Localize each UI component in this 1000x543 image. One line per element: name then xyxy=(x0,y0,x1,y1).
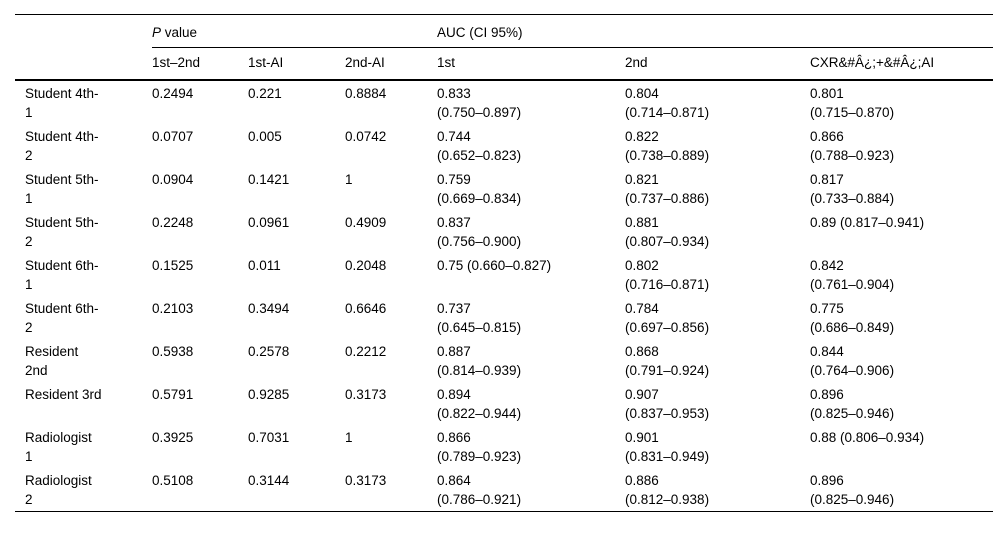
p-value-label-rest: value xyxy=(161,24,198,40)
cell: 0.887 (0.814–0.939) xyxy=(437,344,522,378)
cell: 0.3494 xyxy=(248,301,290,316)
cell: 0.784 (0.697–0.856) xyxy=(625,301,710,335)
cell: 0.2578 xyxy=(248,344,290,359)
cell: 0.1525 xyxy=(152,258,194,273)
cell: 0.907 (0.837–0.953) xyxy=(625,387,710,421)
table-row: Student 5th- 2 0.2248 0.0961 0.4909 0.83… xyxy=(15,210,993,253)
cell: 0.005 xyxy=(248,129,282,144)
cell: 0.896 (0.825–0.946) xyxy=(810,387,895,421)
cell: 0.5108 xyxy=(152,473,194,488)
cell: 0.5791 xyxy=(152,387,194,402)
cell: 0.817 (0.733–0.884) xyxy=(810,172,895,206)
table-row: Student 6th- 2 0.2103 0.3494 0.6646 0.73… xyxy=(15,296,993,339)
cell: 1 xyxy=(345,172,353,187)
cell: 0.864 (0.786–0.921) xyxy=(437,473,522,507)
results-table: P value AUC (CI 95%) 1st–2nd 1st-AI 2nd-… xyxy=(15,14,994,512)
cell: 0.801 (0.715–0.870) xyxy=(810,86,895,120)
cell: 0.804 (0.714–0.871) xyxy=(625,86,710,120)
row-label: Student 6th- 2 xyxy=(25,301,99,335)
col-header-1st-2nd: 1st–2nd xyxy=(152,47,248,81)
column-header-row: 1st–2nd 1st-AI 2nd-AI 1st 2nd CXR&#Â¿;+&… xyxy=(15,47,994,81)
row-label: Student 4th- 2 xyxy=(25,129,99,163)
cell: 0.1421 xyxy=(248,172,290,187)
row-label: Resident 3rd xyxy=(25,387,102,402)
cell: 0.7031 xyxy=(248,430,290,445)
col-header-auc-cxr-ai: CXR&#Â¿;+&#Â¿;AI xyxy=(810,47,994,81)
row-label: Student 4th- 1 xyxy=(25,86,99,120)
col-header-auc-2nd: 2nd xyxy=(625,47,810,81)
col-header-1st-ai: 1st-AI xyxy=(248,47,345,81)
cell: 0.221 xyxy=(248,86,282,101)
cell: 0.775 (0.686–0.849) xyxy=(810,301,895,335)
cell: 0.837 (0.756–0.900) xyxy=(437,215,522,249)
cell: 0.3925 xyxy=(152,430,194,445)
col-header-auc-1st: 1st xyxy=(437,47,625,81)
cell: 0.0904 xyxy=(152,172,194,187)
cell: 0.3173 xyxy=(345,387,387,402)
cell: 0.0961 xyxy=(248,215,290,230)
cell: 0.802 (0.716–0.871) xyxy=(625,258,710,292)
cell: 0.886 (0.812–0.938) xyxy=(625,473,710,507)
cell: 0.3173 xyxy=(345,473,387,488)
p-value-spanner: P value xyxy=(152,14,437,48)
table-row: Radiologist 1 0.3925 0.7031 1 0.866 (0.7… xyxy=(15,425,993,468)
cell: 0.737 (0.645–0.815) xyxy=(437,301,522,335)
table-row: Student 6th- 1 0.1525 0.011 0.2048 0.75 … xyxy=(15,253,993,296)
cell: 0.2212 xyxy=(345,344,387,359)
row-label: Student 5th- 2 xyxy=(25,215,99,249)
table-row: Resident 3rd 0.5791 0.9285 0.3173 0.894 … xyxy=(15,382,993,425)
cell: 0.2248 xyxy=(152,215,194,230)
cell: 0.9285 xyxy=(248,387,290,402)
cell: 0.901 (0.831–0.949) xyxy=(625,430,710,464)
cell: 0.866 (0.788–0.923) xyxy=(810,129,895,163)
cell: 0.4909 xyxy=(345,215,387,230)
cell: 0.8884 xyxy=(345,86,387,101)
row-label: Student 5th- 1 xyxy=(25,172,99,206)
cell: 0.75 (0.660–0.827) xyxy=(437,258,552,273)
cell: 0.0707 xyxy=(152,129,194,144)
cell: 0.88 (0.806–0.934) xyxy=(810,430,925,445)
stub-header-blank-2 xyxy=(15,47,152,81)
cell: 0.822 (0.738–0.889) xyxy=(625,129,710,163)
row-label: Resident 2nd xyxy=(25,344,79,378)
cell: 1 xyxy=(345,430,353,445)
cell: 0.868 (0.791–0.924) xyxy=(625,344,710,378)
cell: 0.821 (0.737–0.886) xyxy=(625,172,710,206)
cell: 0.759 (0.669–0.834) xyxy=(437,172,522,206)
cell: 0.011 xyxy=(248,258,281,273)
row-label: Student 6th- 1 xyxy=(25,258,99,292)
spanner-header-row: P value AUC (CI 95%) xyxy=(15,14,994,48)
cell: 0.744 (0.652–0.823) xyxy=(437,129,522,163)
cell: 0.6646 xyxy=(345,301,387,316)
cell: 0.2048 xyxy=(345,258,387,273)
cell: 0.0742 xyxy=(345,129,387,144)
row-label: Radiologist 2 xyxy=(25,473,92,507)
cell: 0.844 (0.764–0.906) xyxy=(810,344,895,378)
auc-spanner: AUC (CI 95%) xyxy=(437,14,994,48)
cell: 0.896 (0.825–0.946) xyxy=(810,473,895,507)
cell: 0.833 (0.750–0.897) xyxy=(437,86,522,120)
cell: 0.2494 xyxy=(152,86,194,101)
cell: 0.5938 xyxy=(152,344,194,359)
cell: 0.2103 xyxy=(152,301,194,316)
cell: 0.89 (0.817–0.941) xyxy=(810,215,925,230)
cell: 0.866 (0.789–0.923) xyxy=(437,430,522,464)
p-value-label-italic: P xyxy=(152,24,162,40)
cell: 0.842 (0.761–0.904) xyxy=(810,258,895,292)
cell: 0.881 (0.807–0.934) xyxy=(625,215,710,249)
row-label: Radiologist 1 xyxy=(25,430,92,464)
table-row: Student 5th- 1 0.0904 0.1421 1 0.759 (0.… xyxy=(15,167,993,210)
table-row: Student 4th- 2 0.0707 0.005 0.0742 0.744… xyxy=(15,124,993,167)
cell: 0.3144 xyxy=(248,473,290,488)
col-header-2nd-ai: 2nd-AI xyxy=(345,47,437,81)
table-row: Resident 2nd 0.5938 0.2578 0.2212 0.887 … xyxy=(15,339,993,382)
table-row: Student 4th- 1 0.2494 0.221 0.8884 0.833… xyxy=(15,80,993,124)
stub-header-blank xyxy=(15,15,152,48)
table-row: Radiologist 2 0.5108 0.3144 0.3173 0.864… xyxy=(15,468,993,512)
cell: 0.894 (0.822–0.944) xyxy=(437,387,522,421)
